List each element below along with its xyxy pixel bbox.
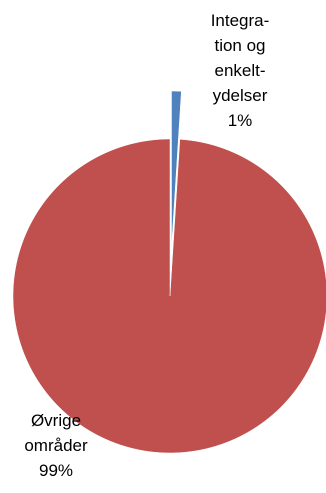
slice-label-integration-line-2: tion og (214, 36, 266, 55)
slice-label-integration-line-4: ydelser (212, 86, 268, 105)
slice-label-ovrige-line-2: områder (24, 436, 88, 455)
pie-slice-integration (171, 90, 182, 249)
slice-label-integration-line-1: Integra- (210, 11, 270, 30)
slice-label-ovrige: Øvrige områder 99% (0, 408, 112, 483)
slice-label-integration-line-3: enkelt- (214, 61, 266, 80)
slice-label-integration: Integra- tion og enkelt- ydelser 1% (190, 8, 290, 133)
pie-slice-ovrige (12, 138, 326, 454)
slice-label-ovrige-line-1: Øvrige (30, 411, 82, 430)
slice-value-ovrige: 99% (38, 461, 74, 480)
slice-value-integration: 1% (227, 111, 253, 130)
